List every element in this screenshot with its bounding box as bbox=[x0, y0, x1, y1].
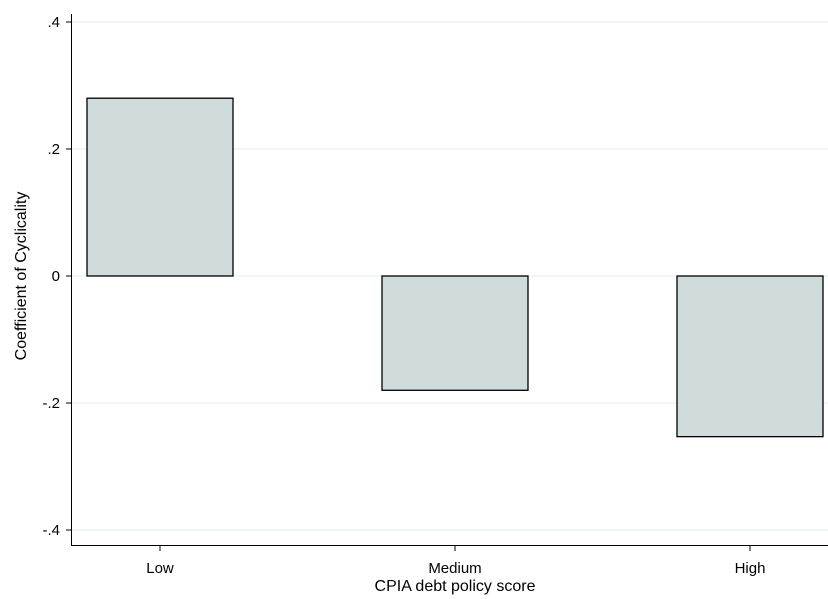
x-tick-label: Medium bbox=[428, 560, 481, 577]
bar-medium bbox=[381, 275, 529, 391]
x-axis-title: CPIA debt policy score bbox=[375, 578, 536, 595]
bar-high bbox=[676, 275, 824, 438]
x-ticks: Low Medium High bbox=[146, 545, 766, 577]
bars bbox=[86, 97, 824, 438]
y-tick-label: 0 bbox=[52, 268, 60, 285]
y-tick-label: -.4 bbox=[42, 522, 60, 539]
y-axis-title: Coefficient of Cyclicality bbox=[13, 192, 30, 361]
y-ticks: .4 .2 0 -.2 -.4 bbox=[42, 14, 72, 539]
y-tick-label: .4 bbox=[47, 14, 60, 31]
x-tick-label: High bbox=[735, 560, 766, 577]
axes bbox=[71, 14, 828, 546]
y-tick-label: -.2 bbox=[42, 395, 60, 412]
x-tick-label: Low bbox=[146, 560, 174, 577]
bar-low bbox=[86, 97, 234, 277]
y-tick-label: .2 bbox=[47, 141, 60, 158]
